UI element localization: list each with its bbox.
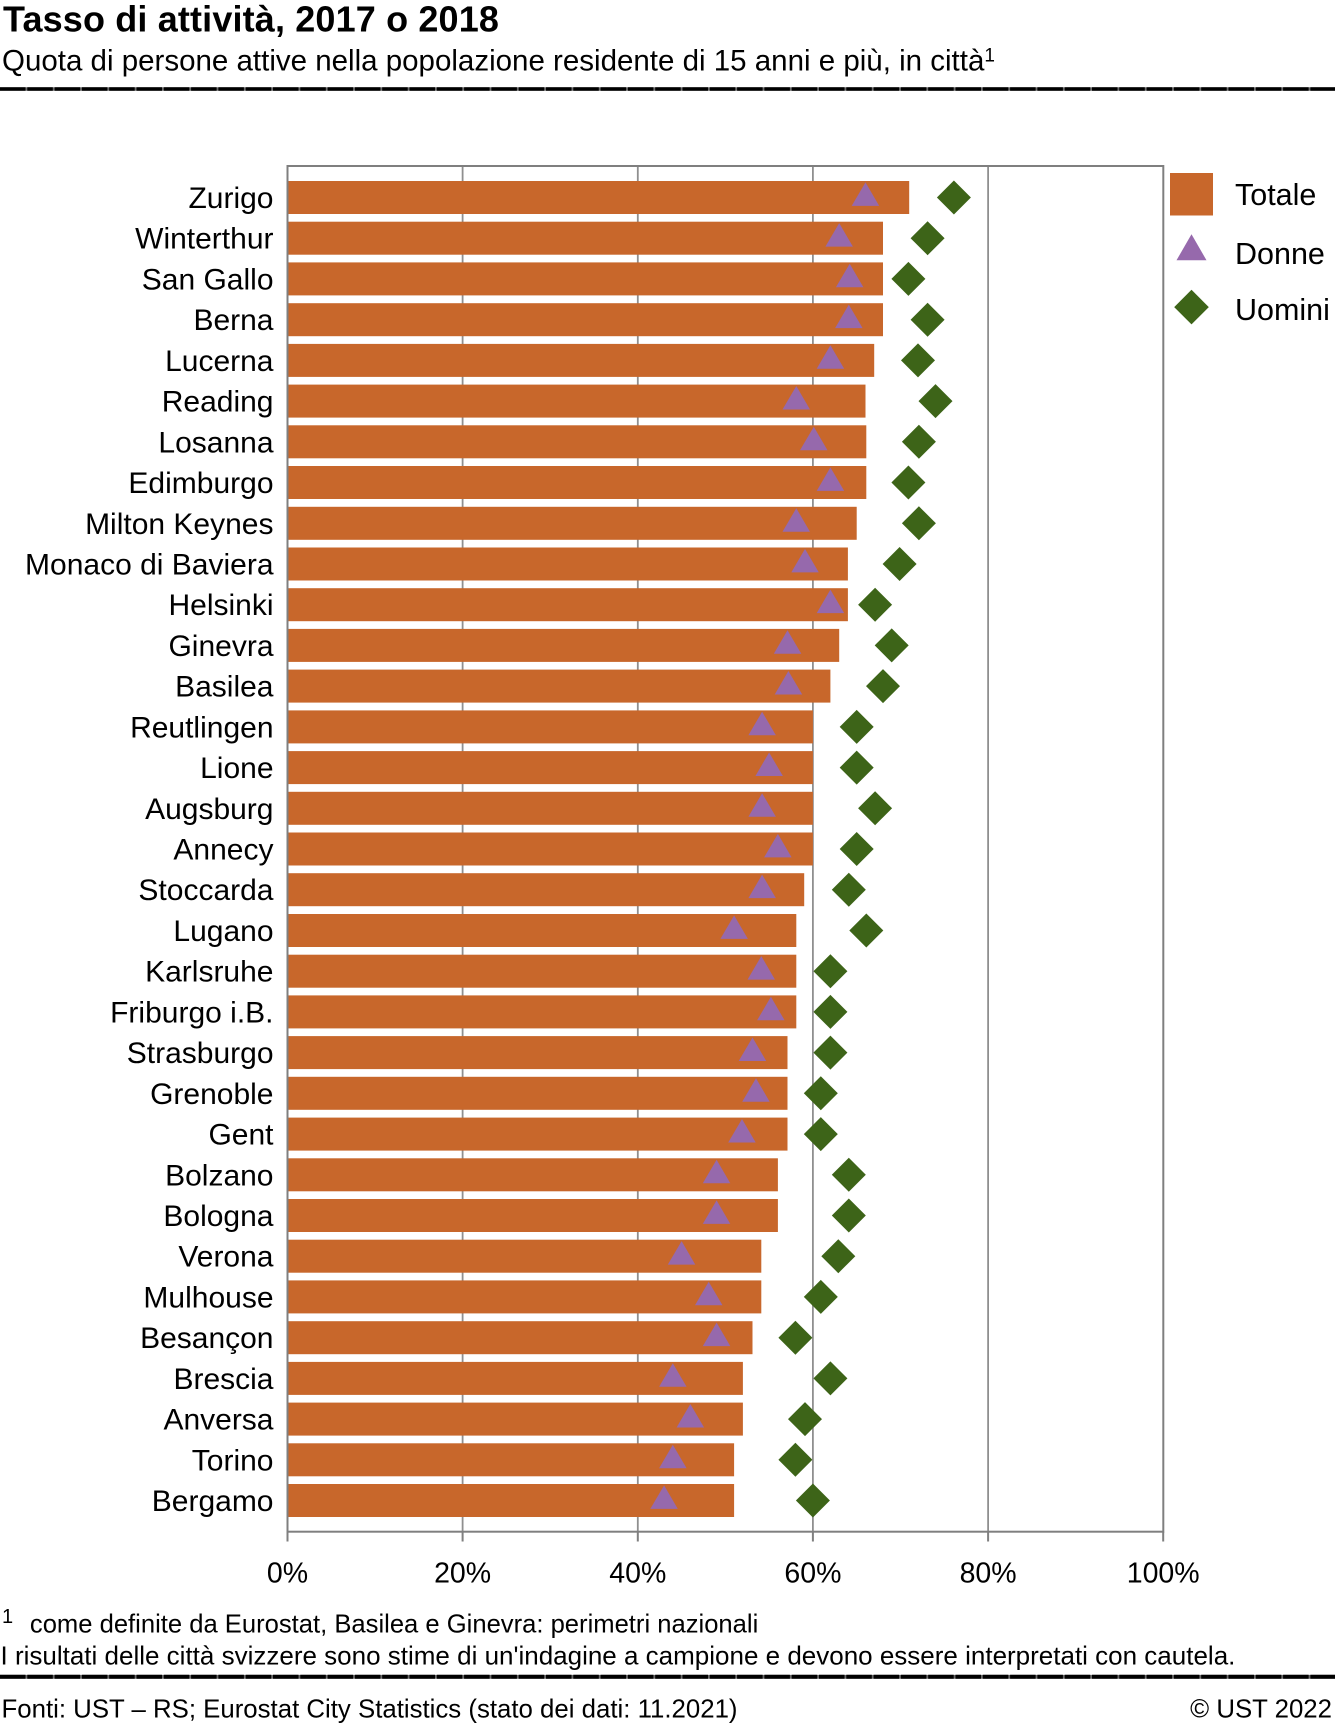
svg-text:Winterthur: Winterthur <box>135 223 273 256</box>
svg-text:Annecy: Annecy <box>173 834 273 867</box>
svg-text:Grenoble: Grenoble <box>150 1078 273 1111</box>
svg-text:Quota di persone attive nella: Quota di persone attive nella popolazion… <box>2 45 995 78</box>
svg-text:Fonti: UST – RS; Eurostat City: Fonti: UST – RS; Eurostat City Statistic… <box>2 1696 738 1724</box>
svg-text:40%: 40% <box>609 1558 666 1590</box>
svg-text:Augsburg: Augsburg <box>145 793 273 826</box>
svg-text:20%: 20% <box>434 1558 491 1590</box>
svg-text:Uomini: Uomini <box>1235 293 1330 327</box>
svg-text:© UST 2022: © UST 2022 <box>1190 1696 1332 1724</box>
svg-text:0%: 0% <box>267 1558 308 1590</box>
svg-text:Torino: Torino <box>192 1444 274 1477</box>
svg-text:Zurigo: Zurigo <box>188 182 273 215</box>
svg-text:Verona: Verona <box>178 1241 273 1274</box>
svg-text:Gent: Gent <box>208 1119 274 1152</box>
svg-text:Bolzano: Bolzano <box>165 1159 273 1192</box>
svg-text:Mulhouse: Mulhouse <box>143 1281 273 1314</box>
svg-text:Stoccarda: Stoccarda <box>138 874 273 907</box>
svg-text:1: 1 <box>2 1606 13 1628</box>
svg-text:Reading: Reading <box>162 386 274 419</box>
svg-text:I risultati delle città svizze: I risultati delle città svizzere sono st… <box>1 1641 1236 1671</box>
svg-text:Friburgo i.B.: Friburgo i.B. <box>110 996 273 1029</box>
svg-text:Ginevra: Ginevra <box>168 630 273 663</box>
svg-text:80%: 80% <box>960 1558 1017 1590</box>
svg-text:Karlsruhe: Karlsruhe <box>145 956 273 989</box>
svg-text:Monaco di Baviera: Monaco di Baviera <box>25 549 274 582</box>
svg-text:Lione: Lione <box>200 752 273 785</box>
svg-text:100%: 100% <box>1127 1558 1200 1590</box>
svg-text:Strasburgo: Strasburgo <box>127 1037 274 1070</box>
svg-text:Lugano: Lugano <box>173 915 273 948</box>
svg-text:60%: 60% <box>784 1558 841 1590</box>
svg-text:Helsinki: Helsinki <box>168 589 273 622</box>
svg-text:Besançon: Besançon <box>140 1322 273 1355</box>
svg-text:Brescia: Brescia <box>173 1363 273 1396</box>
svg-text:Totale: Totale <box>1235 178 1316 212</box>
svg-text:Anversa: Anversa <box>163 1404 273 1437</box>
svg-text:Tasso di attività, 2017 o 2018: Tasso di attività, 2017 o 2018 <box>3 0 499 40</box>
svg-text:Berna: Berna <box>193 304 273 337</box>
svg-text:Basilea: Basilea <box>175 671 274 704</box>
svg-text:come definite da Eurostat, Bas: come definite da Eurostat, Basilea e Gin… <box>30 1611 758 1639</box>
svg-text:Edimburgo: Edimburgo <box>128 467 273 500</box>
svg-text:Milton Keynes: Milton Keynes <box>85 508 273 541</box>
svg-text:Bergamo: Bergamo <box>152 1485 274 1518</box>
svg-text:Reutlingen: Reutlingen <box>130 711 273 744</box>
svg-text:Bologna: Bologna <box>163 1200 273 1233</box>
svg-text:Donne: Donne <box>1235 237 1325 271</box>
svg-text:San Gallo: San Gallo <box>142 263 274 296</box>
svg-text:Losanna: Losanna <box>158 426 273 459</box>
svg-text:Lucerna: Lucerna <box>165 345 274 378</box>
